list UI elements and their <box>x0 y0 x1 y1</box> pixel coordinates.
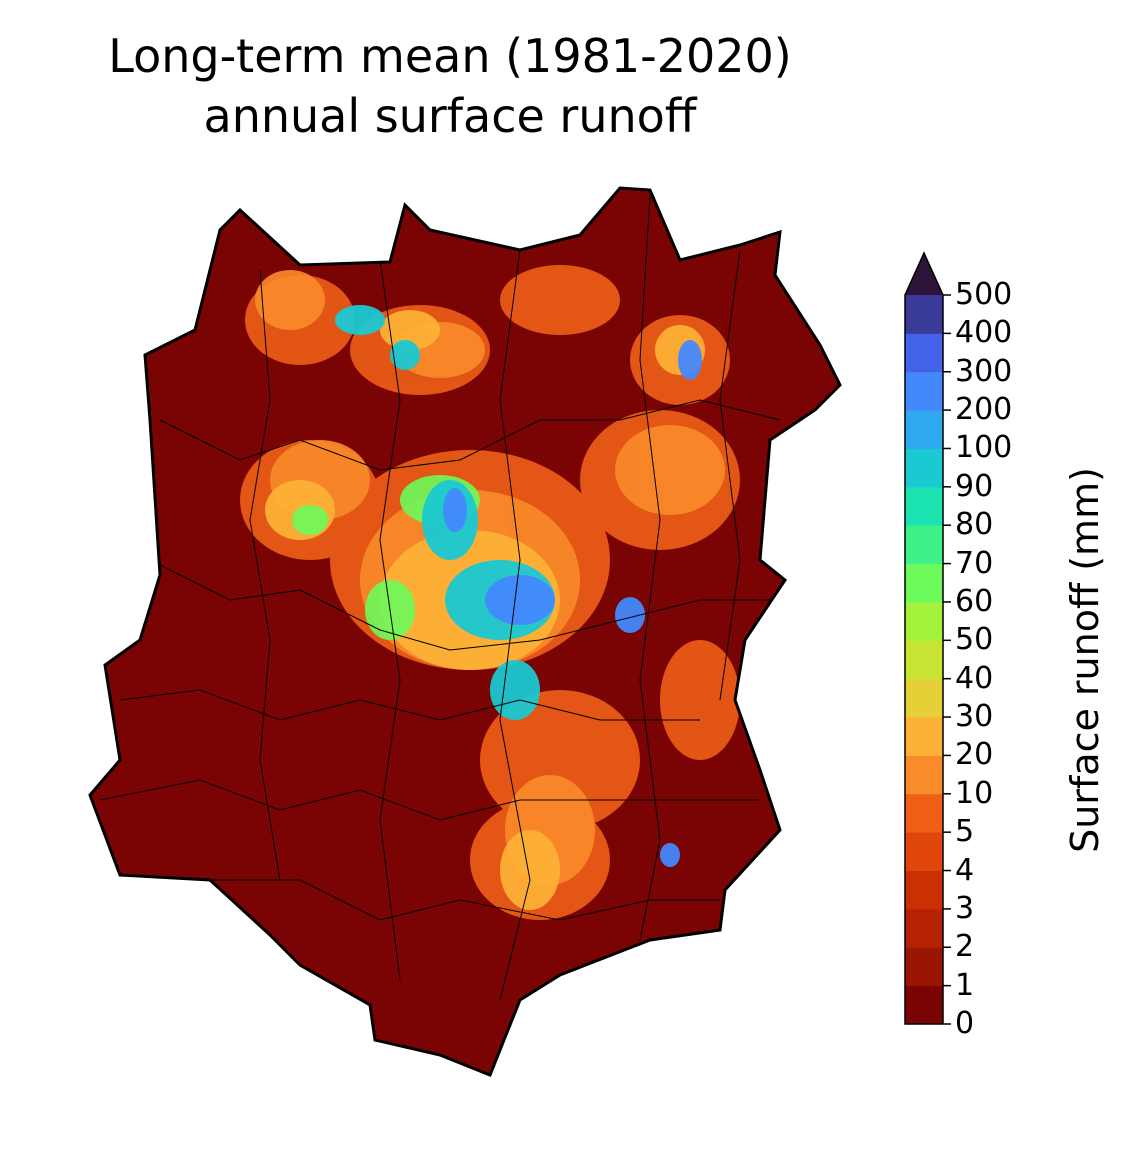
colorbar-tick-label: 70 <box>955 545 994 581</box>
colorbar-segment <box>905 870 943 910</box>
colorbar-segment <box>905 371 943 411</box>
colorbar-segment <box>905 985 943 1025</box>
colorbar-tick-label: 20 <box>955 737 994 773</box>
colorbar-tick-label: 4 <box>955 852 975 888</box>
colorbar-tick-label: 3 <box>955 890 975 926</box>
colorbar-segment <box>905 793 943 833</box>
colorbar-segment <box>905 295 943 334</box>
colorbar-segment <box>905 601 943 641</box>
colorbar-tick-label: 30 <box>955 699 994 735</box>
colorbar-tick-label: 200 <box>955 392 1013 428</box>
map-title-line-1: Long-term mean (1981-2020) <box>108 29 792 83</box>
colorbar-segment <box>905 640 943 680</box>
colorbar <box>904 251 951 1025</box>
colorbar-segment <box>905 333 943 373</box>
colorbar-tick-label: 60 <box>955 583 994 619</box>
colorbar-title: Surface runoff (mm) <box>1063 467 1107 853</box>
colorbar-tick-label: 1 <box>955 967 975 1003</box>
region-outline <box>88 186 842 1077</box>
colorbar-tick-label: 2 <box>955 929 975 965</box>
colorbar-segment <box>905 448 943 488</box>
colorbar-segment <box>905 563 943 603</box>
colorbar-tick-label: 40 <box>955 660 994 696</box>
colorbar-segment <box>905 486 943 526</box>
colorbar-tick-label: 50 <box>955 622 994 658</box>
colorbar-tick-label: 5 <box>955 814 975 850</box>
colorbar-segment <box>905 678 943 718</box>
colorbar-segment <box>905 908 943 948</box>
colorbar-segment <box>905 717 943 756</box>
colorbar-tick-label: 80 <box>955 507 994 543</box>
colorbar-tick-label: 500 <box>955 277 1013 312</box>
colorbar-extend-arrow <box>905 253 943 295</box>
colorbar-segment <box>905 947 943 987</box>
runoff-pattern <box>240 265 740 920</box>
colorbar-tick-label: 400 <box>955 315 1013 351</box>
colorbar-segment <box>905 832 943 872</box>
colorbar-tick-label: 90 <box>955 468 994 504</box>
map-title-line-2: annual surface runoff <box>203 89 697 143</box>
colorbar-segment <box>905 410 943 449</box>
colorbar-tick-label: 10 <box>955 775 994 811</box>
colorbar-tick-label: 100 <box>955 430 1013 466</box>
colorbar-segment <box>905 755 943 795</box>
basin-boundaries <box>99 194 781 1001</box>
colorbar-tick-label: 300 <box>955 353 1013 389</box>
colorbar-tick-label: 0 <box>955 1006 975 1041</box>
colorbar-outline <box>904 251 944 1025</box>
colorbar-segment <box>905 525 943 565</box>
